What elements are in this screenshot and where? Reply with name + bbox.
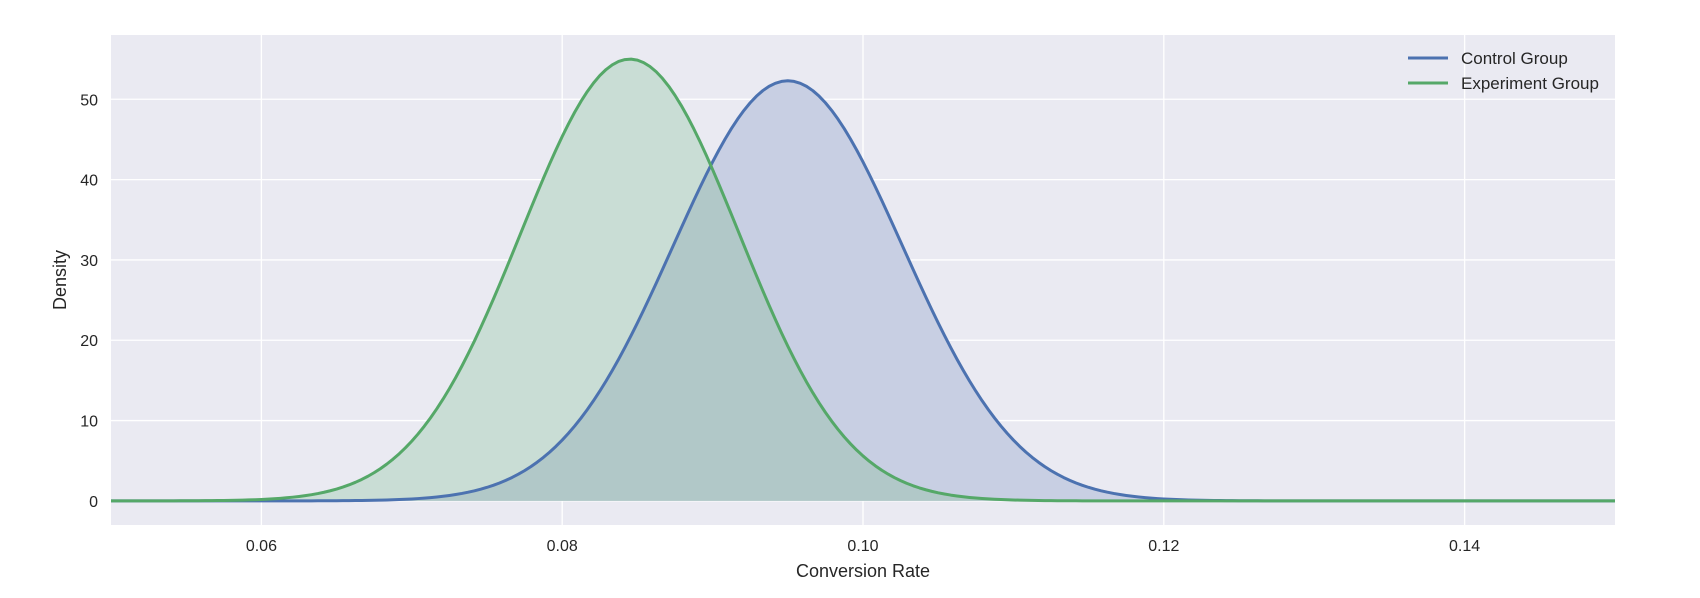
y-tick-label: 20 <box>80 333 98 350</box>
x-tick-label: 0.08 <box>547 538 578 555</box>
y-tick-label: 0 <box>89 494 98 511</box>
legend: Control Group Experiment Group <box>1408 49 1599 93</box>
y-tick-label: 50 <box>80 92 98 109</box>
y-axis-ticks: 0 10 20 30 40 50 <box>80 92 98 511</box>
y-tick-label: 40 <box>80 173 98 190</box>
x-axis-ticks: 0.06 0.08 0.10 0.12 0.14 <box>246 538 1480 555</box>
series-fill-0 <box>111 80 1615 501</box>
y-axis-label: Density <box>50 250 70 310</box>
x-tick-label: 0.12 <box>1148 538 1179 555</box>
y-tick-label: 30 <box>80 253 98 270</box>
series-fill-1 <box>111 59 1615 501</box>
series-line-1 <box>111 57 1615 503</box>
x-tick-label: 0.14 <box>1449 538 1480 555</box>
legend-label-0: Control Group <box>1461 49 1568 68</box>
series-fills <box>111 59 1615 501</box>
x-tick-label: 0.06 <box>246 538 277 555</box>
y-tick-label: 10 <box>80 414 98 431</box>
legend-label-1: Experiment Group <box>1461 74 1599 93</box>
x-tick-label: 0.10 <box>847 538 878 555</box>
x-axis-label: Conversion Rate <box>796 561 930 581</box>
series-lines <box>111 57 1615 503</box>
